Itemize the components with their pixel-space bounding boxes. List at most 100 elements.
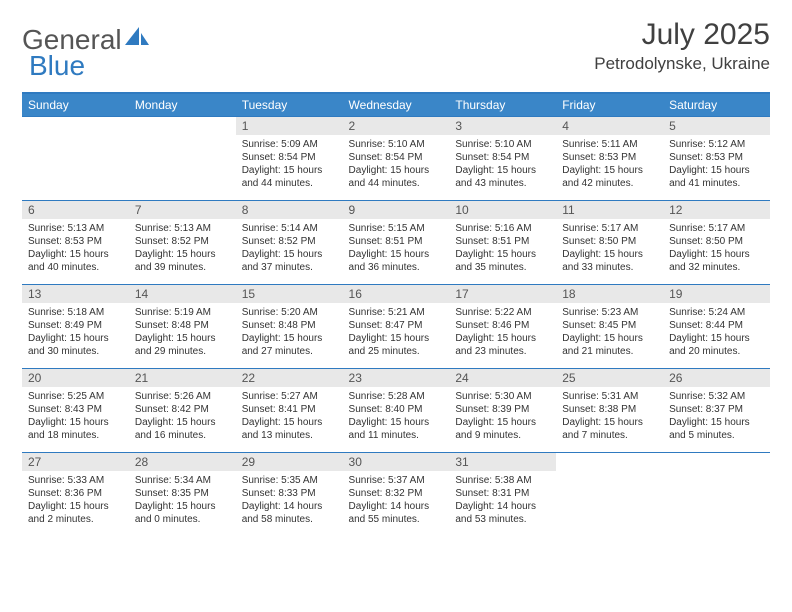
daylight-line: Daylight: 15 hours and 0 minutes. — [135, 500, 230, 526]
calendar-cell: 14Sunrise: 5:19 AMSunset: 8:48 PMDayligh… — [129, 285, 236, 369]
daylight-line: Daylight: 15 hours and 30 minutes. — [28, 332, 123, 358]
sunrise-line: Sunrise: 5:33 AM — [28, 474, 123, 487]
calendar-cell: 15Sunrise: 5:20 AMSunset: 8:48 PMDayligh… — [236, 285, 343, 369]
day-number: 13 — [22, 285, 129, 303]
month-title: July 2025 — [594, 18, 770, 52]
sunrise-line: Sunrise: 5:37 AM — [349, 474, 444, 487]
sunrise-line: Sunrise: 5:21 AM — [349, 306, 444, 319]
daylight-line: Daylight: 15 hours and 40 minutes. — [28, 248, 123, 274]
day-number: 8 — [236, 201, 343, 219]
day-body: Sunrise: 5:11 AMSunset: 8:53 PMDaylight:… — [556, 135, 663, 194]
day-body: Sunrise: 5:26 AMSunset: 8:42 PMDaylight:… — [129, 387, 236, 446]
sunset-line: Sunset: 8:31 PM — [455, 487, 550, 500]
daylight-line: Daylight: 15 hours and 21 minutes. — [562, 332, 657, 358]
sunset-line: Sunset: 8:49 PM — [28, 319, 123, 332]
day-body: Sunrise: 5:38 AMSunset: 8:31 PMDaylight:… — [449, 471, 556, 530]
day-number: 3 — [449, 117, 556, 135]
day-number: 6 — [22, 201, 129, 219]
sunrise-line: Sunrise: 5:10 AM — [349, 138, 444, 151]
sunrise-line: Sunrise: 5:32 AM — [669, 390, 764, 403]
calendar-cell: 30Sunrise: 5:37 AMSunset: 8:32 PMDayligh… — [343, 453, 450, 537]
sunrise-line: Sunrise: 5:25 AM — [28, 390, 123, 403]
calendar-cell: 31Sunrise: 5:38 AMSunset: 8:31 PMDayligh… — [449, 453, 556, 537]
sunset-line: Sunset: 8:39 PM — [455, 403, 550, 416]
daylight-line: Daylight: 15 hours and 39 minutes. — [135, 248, 230, 274]
sunrise-line: Sunrise: 5:11 AM — [562, 138, 657, 151]
calendar-cell: 24Sunrise: 5:30 AMSunset: 8:39 PMDayligh… — [449, 369, 556, 453]
daylight-line: Daylight: 15 hours and 41 minutes. — [669, 164, 764, 190]
day-body: Sunrise: 5:18 AMSunset: 8:49 PMDaylight:… — [22, 303, 129, 362]
sunrise-line: Sunrise: 5:17 AM — [669, 222, 764, 235]
daylight-line: Daylight: 15 hours and 2 minutes. — [28, 500, 123, 526]
calendar-cell: 27Sunrise: 5:33 AMSunset: 8:36 PMDayligh… — [22, 453, 129, 537]
weekday-header: Wednesday — [343, 93, 450, 117]
daylight-line: Daylight: 15 hours and 44 minutes. — [242, 164, 337, 190]
sunset-line: Sunset: 8:47 PM — [349, 319, 444, 332]
day-body: Sunrise: 5:31 AMSunset: 8:38 PMDaylight:… — [556, 387, 663, 446]
daylight-line: Daylight: 15 hours and 23 minutes. — [455, 332, 550, 358]
daylight-line: Daylight: 14 hours and 53 minutes. — [455, 500, 550, 526]
day-body: Sunrise: 5:27 AMSunset: 8:41 PMDaylight:… — [236, 387, 343, 446]
calendar-cell: 11Sunrise: 5:17 AMSunset: 8:50 PMDayligh… — [556, 201, 663, 285]
calendar-cell: 21Sunrise: 5:26 AMSunset: 8:42 PMDayligh… — [129, 369, 236, 453]
day-number: 7 — [129, 201, 236, 219]
sunset-line: Sunset: 8:48 PM — [242, 319, 337, 332]
sunset-line: Sunset: 8:53 PM — [28, 235, 123, 248]
sunrise-line: Sunrise: 5:38 AM — [455, 474, 550, 487]
calendar-cell: 2Sunrise: 5:10 AMSunset: 8:54 PMDaylight… — [343, 117, 450, 201]
daylight-line: Daylight: 15 hours and 11 minutes. — [349, 416, 444, 442]
calendar-cell — [129, 117, 236, 201]
day-number: 4 — [556, 117, 663, 135]
calendar-cell: 4Sunrise: 5:11 AMSunset: 8:53 PMDaylight… — [556, 117, 663, 201]
calendar-cell: 10Sunrise: 5:16 AMSunset: 8:51 PMDayligh… — [449, 201, 556, 285]
day-body: Sunrise: 5:20 AMSunset: 8:48 PMDaylight:… — [236, 303, 343, 362]
day-number: 26 — [663, 369, 770, 387]
daylight-line: Daylight: 15 hours and 37 minutes. — [242, 248, 337, 274]
calendar-cell — [22, 117, 129, 201]
sunset-line: Sunset: 8:50 PM — [669, 235, 764, 248]
sunset-line: Sunset: 8:33 PM — [242, 487, 337, 500]
day-number: 1 — [236, 117, 343, 135]
day-number: 11 — [556, 201, 663, 219]
sunset-line: Sunset: 8:32 PM — [349, 487, 444, 500]
sunrise-line: Sunrise: 5:22 AM — [455, 306, 550, 319]
sunrise-line: Sunrise: 5:31 AM — [562, 390, 657, 403]
sunset-line: Sunset: 8:44 PM — [669, 319, 764, 332]
day-body: Sunrise: 5:37 AMSunset: 8:32 PMDaylight:… — [343, 471, 450, 530]
day-number: 17 — [449, 285, 556, 303]
calendar-cell: 25Sunrise: 5:31 AMSunset: 8:38 PMDayligh… — [556, 369, 663, 453]
calendar-cell: 12Sunrise: 5:17 AMSunset: 8:50 PMDayligh… — [663, 201, 770, 285]
calendar-row: 27Sunrise: 5:33 AMSunset: 8:36 PMDayligh… — [22, 453, 770, 537]
day-body: Sunrise: 5:10 AMSunset: 8:54 PMDaylight:… — [343, 135, 450, 194]
daylight-line: Daylight: 15 hours and 7 minutes. — [562, 416, 657, 442]
daylight-line: Daylight: 15 hours and 5 minutes. — [669, 416, 764, 442]
day-number: 9 — [343, 201, 450, 219]
sunrise-line: Sunrise: 5:13 AM — [28, 222, 123, 235]
sunset-line: Sunset: 8:54 PM — [455, 151, 550, 164]
logo-sail-icon — [125, 22, 151, 54]
calendar-table: Sunday Monday Tuesday Wednesday Thursday… — [22, 92, 770, 537]
day-body: Sunrise: 5:21 AMSunset: 8:47 PMDaylight:… — [343, 303, 450, 362]
calendar-cell: 20Sunrise: 5:25 AMSunset: 8:43 PMDayligh… — [22, 369, 129, 453]
day-body: Sunrise: 5:14 AMSunset: 8:52 PMDaylight:… — [236, 219, 343, 278]
sunset-line: Sunset: 8:52 PM — [135, 235, 230, 248]
daylight-line: Daylight: 15 hours and 43 minutes. — [455, 164, 550, 190]
sunset-line: Sunset: 8:42 PM — [135, 403, 230, 416]
weekday-header: Saturday — [663, 93, 770, 117]
day-body: Sunrise: 5:15 AMSunset: 8:51 PMDaylight:… — [343, 219, 450, 278]
daylight-line: Daylight: 15 hours and 9 minutes. — [455, 416, 550, 442]
calendar-body: 1Sunrise: 5:09 AMSunset: 8:54 PMDaylight… — [22, 117, 770, 537]
weekday-header: Sunday — [22, 93, 129, 117]
day-number: 10 — [449, 201, 556, 219]
calendar-cell: 29Sunrise: 5:35 AMSunset: 8:33 PMDayligh… — [236, 453, 343, 537]
sunrise-line: Sunrise: 5:24 AM — [669, 306, 764, 319]
sunset-line: Sunset: 8:46 PM — [455, 319, 550, 332]
day-body: Sunrise: 5:35 AMSunset: 8:33 PMDaylight:… — [236, 471, 343, 530]
sunset-line: Sunset: 8:38 PM — [562, 403, 657, 416]
weekday-header: Tuesday — [236, 93, 343, 117]
weekday-header: Thursday — [449, 93, 556, 117]
sunrise-line: Sunrise: 5:26 AM — [135, 390, 230, 403]
day-number: 20 — [22, 369, 129, 387]
day-number: 29 — [236, 453, 343, 471]
day-body: Sunrise: 5:13 AMSunset: 8:52 PMDaylight:… — [129, 219, 236, 278]
